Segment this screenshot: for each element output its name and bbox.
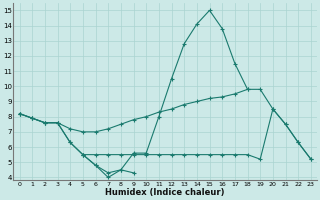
X-axis label: Humidex (Indice chaleur): Humidex (Indice chaleur): [106, 188, 225, 197]
